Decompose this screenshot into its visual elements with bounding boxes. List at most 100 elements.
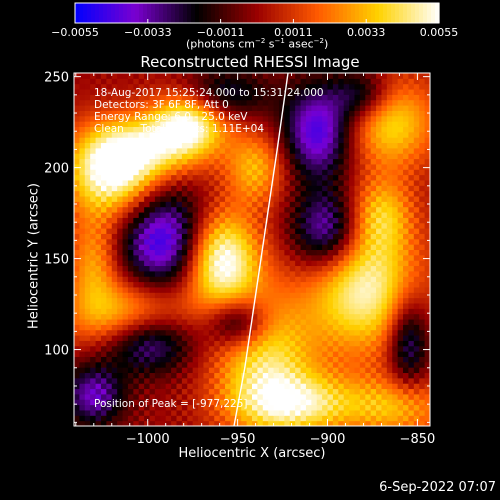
heatmap-cell xyxy=(397,158,404,165)
colorbar-label-part: asec xyxy=(284,37,314,51)
heatmap-cell xyxy=(219,324,226,331)
heatmap-cell xyxy=(165,153,172,160)
heatmap-cell xyxy=(241,137,248,144)
heatmap-cell xyxy=(198,324,204,331)
heatmap-cell xyxy=(273,297,280,304)
heatmap-cell xyxy=(246,340,253,347)
heatmap-cell xyxy=(273,308,280,315)
heatmap-cell xyxy=(198,105,204,111)
heatmap-cell xyxy=(230,131,237,138)
heatmap-cell xyxy=(365,372,372,379)
heatmap-cell xyxy=(111,265,118,272)
heatmap-cell xyxy=(111,233,118,240)
heatmap-cell xyxy=(359,233,366,240)
heatmap-cell xyxy=(90,244,97,250)
heatmap-cell xyxy=(424,377,430,384)
heatmap-cell xyxy=(154,99,161,106)
heatmap-cell xyxy=(392,73,399,79)
heatmap-cell xyxy=(111,217,118,224)
heatmap-cell xyxy=(187,206,194,213)
heatmap-cell xyxy=(111,270,118,277)
heatmap-cell xyxy=(225,190,231,197)
heatmap-cell xyxy=(214,345,221,352)
heatmap-cell xyxy=(246,383,253,390)
heatmap-cell xyxy=(278,174,285,181)
colorbar-swatch xyxy=(199,3,204,23)
heatmap-cell xyxy=(392,228,399,234)
heatmap-cell xyxy=(424,340,430,347)
heatmap-cell xyxy=(392,313,399,320)
heatmap-cell xyxy=(403,356,409,363)
heatmap-cell xyxy=(262,361,269,368)
colorbar-swatch xyxy=(163,3,168,23)
heatmap-cell xyxy=(322,270,329,277)
heatmap-cell xyxy=(284,179,291,186)
heatmap-cell xyxy=(214,73,221,79)
heatmap-cell xyxy=(90,356,97,363)
heatmap-cell xyxy=(79,185,86,192)
heatmap-cell xyxy=(160,329,167,336)
heatmap-cell xyxy=(144,228,151,234)
heatmap-cell xyxy=(376,297,382,304)
heatmap-cell xyxy=(397,196,404,202)
heatmap-cell xyxy=(349,420,355,426)
heatmap-cell xyxy=(165,94,172,101)
heatmap-cell xyxy=(171,94,177,101)
heatmap-cell xyxy=(289,137,296,144)
heatmap-cell xyxy=(381,99,388,106)
heatmap-cell xyxy=(154,265,161,272)
heatmap-cell xyxy=(257,233,264,240)
heatmap-cell xyxy=(225,94,231,101)
heatmap-cell xyxy=(322,393,329,400)
heatmap-cell xyxy=(397,179,404,186)
heatmap-cell xyxy=(413,89,420,95)
heatmap-cell xyxy=(219,345,226,352)
heatmap-cell xyxy=(74,286,80,293)
heatmap-cell xyxy=(95,147,102,154)
heatmap-cell xyxy=(386,153,393,160)
heatmap-cell xyxy=(354,131,361,138)
heatmap-cell xyxy=(311,313,318,320)
heatmap-cell xyxy=(343,377,350,384)
heatmap-cell xyxy=(408,78,415,85)
heatmap-cell xyxy=(138,249,145,256)
heatmap-cell xyxy=(187,276,194,283)
heatmap-cell xyxy=(208,228,215,234)
heatmap-cell xyxy=(246,153,253,160)
heatmap-cell xyxy=(332,319,339,325)
heatmap-cell xyxy=(198,276,204,283)
heatmap-cell xyxy=(100,196,107,202)
heatmap-cell xyxy=(386,163,393,170)
heatmap-cell xyxy=(311,179,318,186)
heatmap-cell xyxy=(111,206,118,213)
heatmap-cell xyxy=(252,276,258,283)
heatmap-cell xyxy=(90,351,97,357)
heatmap-cell xyxy=(219,356,226,363)
heatmap-cell xyxy=(419,233,426,240)
heatmap-cell xyxy=(268,78,275,85)
heatmap-cell xyxy=(332,415,339,422)
colorbar-swatch xyxy=(227,3,232,23)
heatmap-cell xyxy=(127,393,134,400)
heatmap-cell xyxy=(359,409,366,416)
heatmap-cell xyxy=(225,319,231,325)
heatmap-cell xyxy=(138,158,145,165)
heatmap-cell xyxy=(160,415,167,422)
heatmap-cell xyxy=(311,409,318,416)
colorbar-swatch xyxy=(83,3,88,23)
heatmap-cell xyxy=(192,361,199,368)
heatmap-cell xyxy=(257,377,264,384)
heatmap-cell xyxy=(192,169,199,176)
heatmap-cell xyxy=(133,329,140,336)
heatmap-cell xyxy=(95,377,102,384)
heatmap-cell xyxy=(176,345,183,352)
heatmap-cell xyxy=(289,383,296,390)
heatmap-cell xyxy=(273,313,280,320)
heatmap-cell xyxy=(316,324,323,331)
heatmap-cell xyxy=(214,190,221,197)
heatmap-cell xyxy=(203,115,210,122)
heatmap-cell xyxy=(252,142,258,149)
heatmap-cell xyxy=(246,302,253,309)
heatmap-cell xyxy=(316,169,323,176)
heatmap-cell xyxy=(289,351,296,357)
